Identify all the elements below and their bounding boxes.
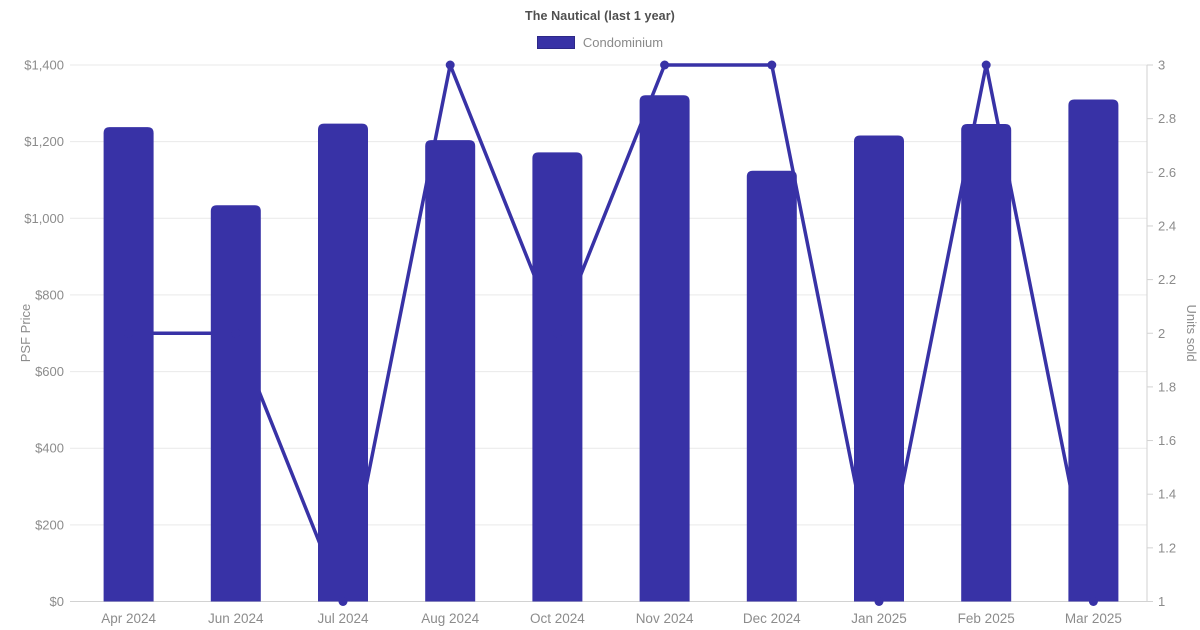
left-axis-tick-label: $0	[50, 594, 64, 609]
bar-apr-2024[interactable]	[103, 127, 154, 602]
left-axis-tick-label: $600	[35, 364, 64, 379]
chart-legend: Condominium	[0, 35, 1200, 50]
point-oct-2024[interactable]	[552, 328, 562, 338]
right-axis-tick-label: 2.8	[1158, 111, 1176, 126]
right-axis-tick-label: 1.6	[1158, 433, 1176, 448]
right-axis-tick-label: 2	[1158, 326, 1165, 341]
point-jul-2024[interactable]	[338, 597, 348, 606]
bar-feb-2025[interactable]	[961, 124, 1012, 602]
left-axis-tick-label: $1,400	[24, 58, 64, 73]
bar-jun-2024[interactable]	[210, 205, 261, 602]
bar-jul-2024[interactable]	[318, 123, 368, 602]
right-axis-tick-label: 1.4	[1158, 487, 1176, 502]
x-axis-label-dec-2024: Dec 2024	[743, 611, 801, 626]
point-apr-2024[interactable]	[124, 328, 134, 338]
left-axis-tick-label: $400	[35, 441, 64, 456]
x-axis-label-oct-2024: Oct 2024	[530, 611, 585, 626]
x-axis-label-jul-2024: Jul 2024	[317, 611, 369, 626]
chart-title: The Nautical (last 1 year)	[525, 9, 675, 23]
point-dec-2024[interactable]	[767, 60, 777, 70]
left-axis-tick-label: $1,200	[24, 134, 64, 149]
bar-jan-2025[interactable]	[854, 135, 904, 602]
bar-dec-2024[interactable]	[746, 170, 797, 602]
right-axis-tick-label: 2.2	[1158, 272, 1176, 287]
left-axis-title: PSF Price	[18, 304, 33, 363]
point-feb-2025[interactable]	[981, 60, 991, 70]
chart-header: The Nautical (last 1 year) Condominium	[0, 0, 1200, 50]
point-nov-2024[interactable]	[660, 60, 670, 70]
left-axis-tick-label: $800	[35, 287, 64, 302]
right-axis-tick-label: 2.6	[1158, 165, 1176, 180]
x-axis-label-nov-2024: Nov 2024	[636, 611, 694, 626]
x-axis-label-aug-2024: Aug 2024	[421, 611, 479, 626]
x-axis-label-feb-2025: Feb 2025	[958, 611, 1015, 626]
bar-nov-2024[interactable]	[639, 95, 690, 602]
right-axis-tick-label: 3	[1158, 58, 1165, 73]
point-aug-2024[interactable]	[445, 60, 455, 70]
point-jan-2025[interactable]	[874, 597, 884, 606]
right-axis-tick-label: 1.2	[1158, 540, 1176, 555]
legend-label-condominium[interactable]: Condominium	[582, 35, 664, 50]
right-axis-tick-label: 1	[1158, 594, 1165, 609]
bar-aug-2024[interactable]	[425, 140, 476, 602]
bar-mar-2025[interactable]	[1068, 99, 1119, 602]
x-axis-label-apr-2024: Apr 2024	[101, 611, 156, 626]
x-axis-label-jan-2025: Jan 2025	[851, 611, 907, 626]
left-axis-tick-label: $1,000	[24, 211, 64, 226]
right-axis-tick-label: 2.4	[1158, 218, 1176, 233]
right-axis-title: Units sold	[1184, 304, 1199, 361]
bar-oct-2024[interactable]	[532, 152, 583, 602]
legend-swatch-condominium[interactable]	[536, 36, 575, 49]
x-axis-label-jun-2024: Jun 2024	[208, 611, 264, 626]
left-axis-tick-label: $200	[35, 517, 64, 532]
right-axis-tick-label: 1.8	[1158, 379, 1176, 394]
point-mar-2025[interactable]	[1088, 597, 1098, 606]
point-jun-2024[interactable]	[231, 328, 241, 338]
units-sold-line	[128, 63, 1096, 604]
x-axis-label-mar-2025: Mar 2025	[1065, 611, 1122, 626]
